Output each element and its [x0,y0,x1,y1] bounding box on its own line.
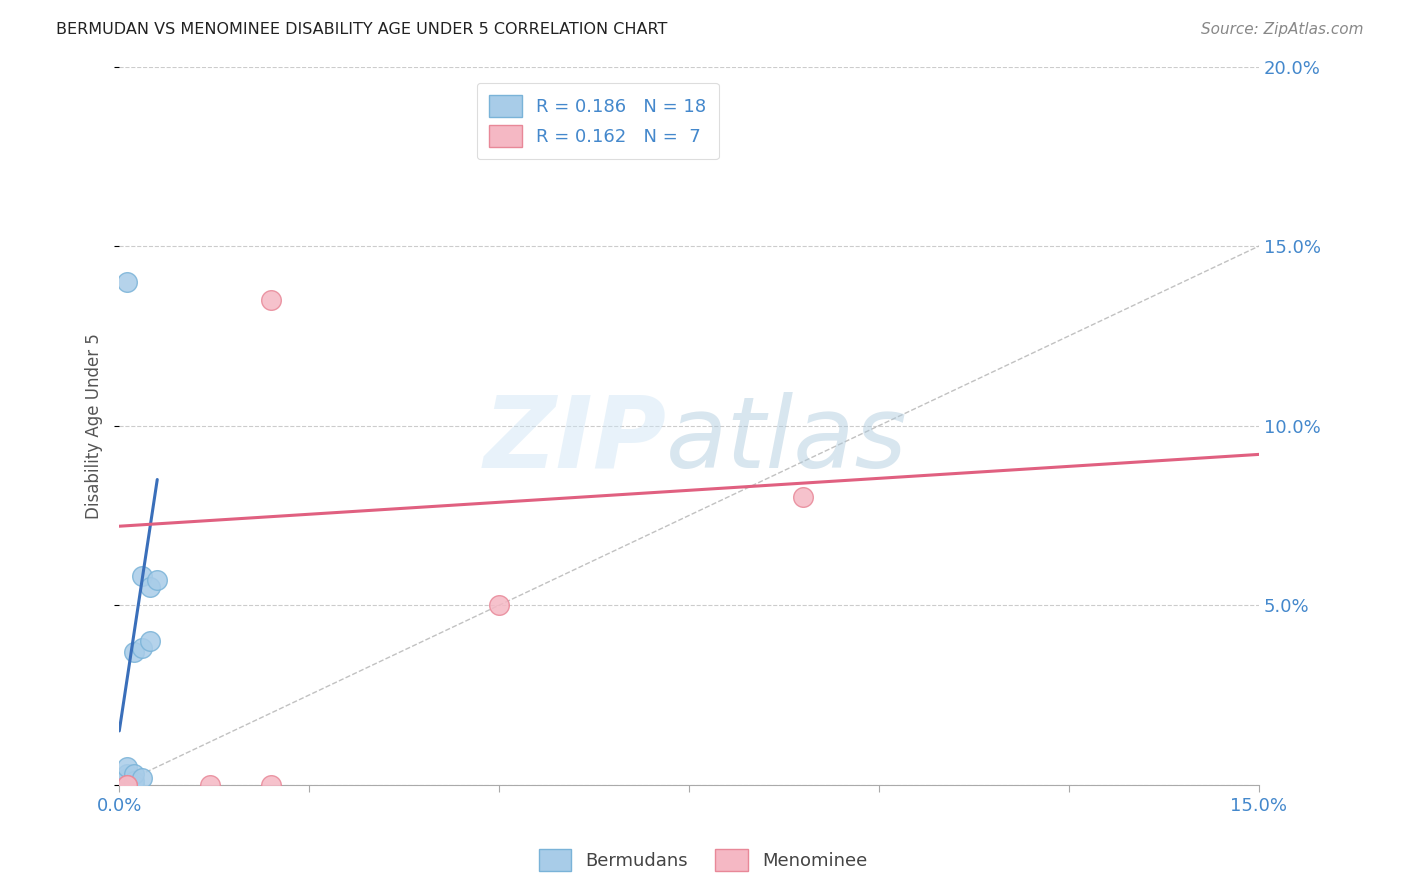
Point [124,645,146,659]
Text: BERMUDAN VS MENOMINEE DISABILITY AGE UNDER 5 CORRELATION CHART: BERMUDAN VS MENOMINEE DISABILITY AGE UND… [56,22,668,37]
Point [124,774,146,789]
Point [131,641,153,656]
Point [200,778,222,792]
Point [138,634,160,648]
Point [115,771,138,785]
Legend: Bermudans, Menominee: Bermudans, Menominee [531,842,875,879]
Point [115,778,138,792]
Point [115,778,138,792]
Point [115,767,138,781]
Point [260,778,283,792]
Point [146,573,169,587]
Text: Source: ZipAtlas.com: Source: ZipAtlas.com [1201,22,1364,37]
Point [124,767,146,781]
Point [115,275,138,289]
Legend: R = 0.186   N = 18, R = 0.162   N =  7: R = 0.186 N = 18, R = 0.162 N = 7 [477,83,718,160]
Text: ZIP: ZIP [484,392,666,489]
Point [131,771,153,785]
Point [131,569,153,583]
Point [260,293,283,307]
Point [115,760,138,774]
Point [124,778,146,792]
Text: atlas: atlas [666,392,908,489]
Point [115,774,138,789]
Point [138,580,160,594]
Point [115,778,138,792]
Point [115,778,138,792]
Point [792,491,814,505]
Point [115,778,138,792]
Point [488,598,510,612]
Y-axis label: Disability Age Under 5: Disability Age Under 5 [86,333,103,518]
